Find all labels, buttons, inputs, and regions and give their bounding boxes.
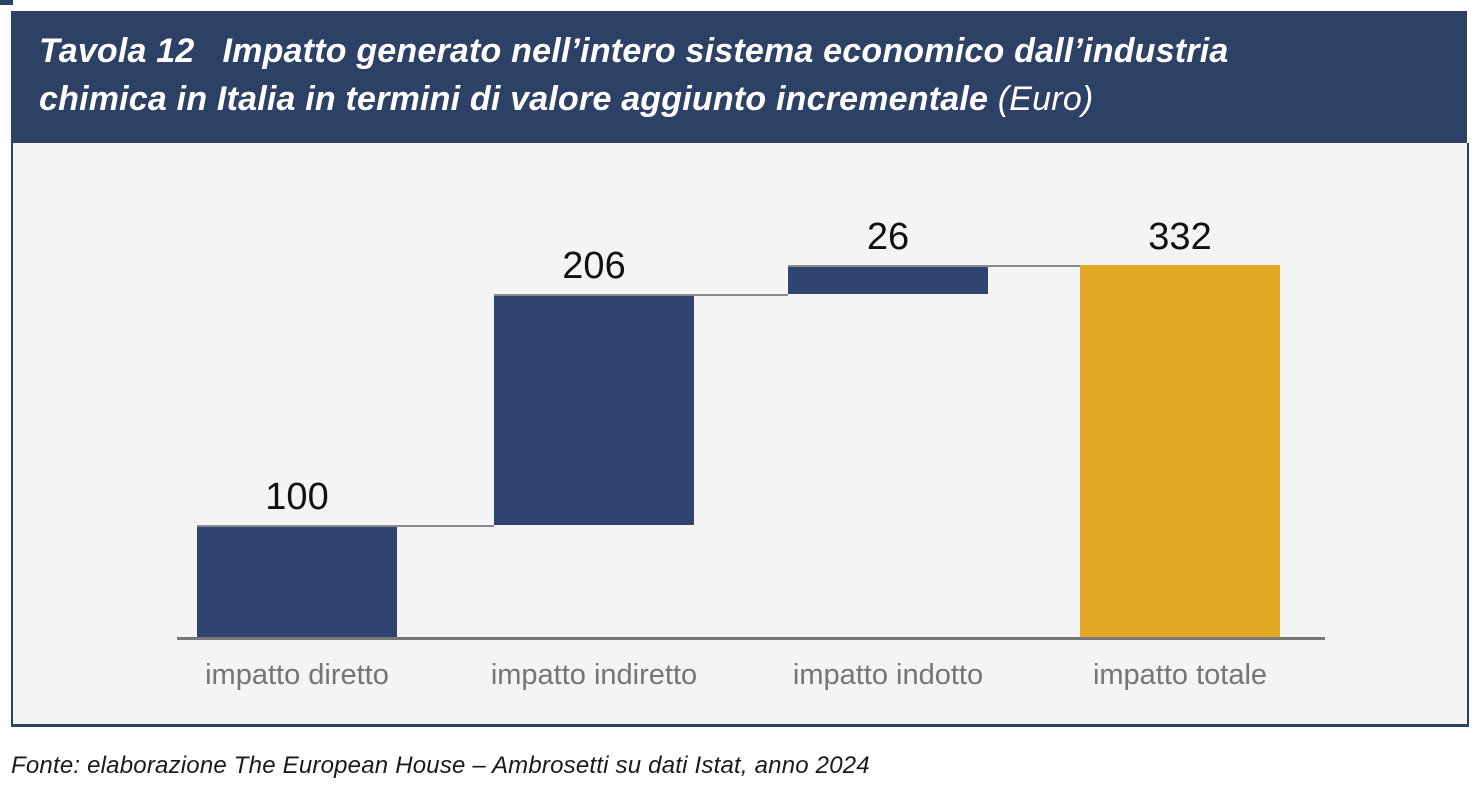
figure-title-band: Tavola 12 Impatto generato nell’intero si…: [11, 11, 1467, 143]
bar-impatto-indiretto: [494, 294, 694, 525]
bar-impatto-diretto: [197, 524, 397, 637]
category-label-impatto-totale: impatto totale: [1092, 659, 1268, 691]
waterfall-connector-2: [494, 294, 788, 297]
bar-impatto-totale: [1080, 265, 1280, 637]
value-label-impatto-indotto: 26: [866, 216, 910, 258]
figure-title-text-1: Impatto generato nell’intero sistema eco…: [222, 32, 1229, 70]
value-label-impatto-diretto: 100: [265, 475, 329, 518]
figure-title-unit: (Euro): [997, 80, 1094, 118]
waterfall-connector-1: [197, 524, 494, 527]
value-label-impatto-indiretto: 206: [562, 245, 626, 288]
page-corner-artifact: [0, 0, 13, 5]
chart-plot-area: 100 impatto diretto 206 impatto indiretto 26…: [13, 143, 1467, 724]
figure-title-line2: chimica in Italia in termini di valore a…: [39, 75, 1439, 123]
waterfall-connector-3: [788, 265, 1080, 267]
chart-panel: 100 impatto diretto 206 impatto indiretto 26…: [11, 143, 1469, 727]
source-note: Fonte: elaborazione The European House –…: [11, 752, 870, 779]
figure-number-label: Tavola 12: [39, 32, 195, 70]
figure-title-text-2: chimica in Italia in termini di valore a…: [39, 80, 989, 118]
value-label-impatto-totale: 332: [1148, 216, 1212, 258]
bar-impatto-indotto: [788, 265, 988, 295]
category-label-impatto-indiretto: impatto indiretto: [490, 659, 698, 691]
category-label-impatto-indotto: impatto indotto: [792, 659, 984, 691]
figure-title-line1: Tavola 12 Impatto generato nell’intero si…: [39, 27, 1439, 75]
category-label-impatto-diretto: impatto diretto: [205, 659, 389, 691]
x-axis-line: [177, 637, 1325, 640]
